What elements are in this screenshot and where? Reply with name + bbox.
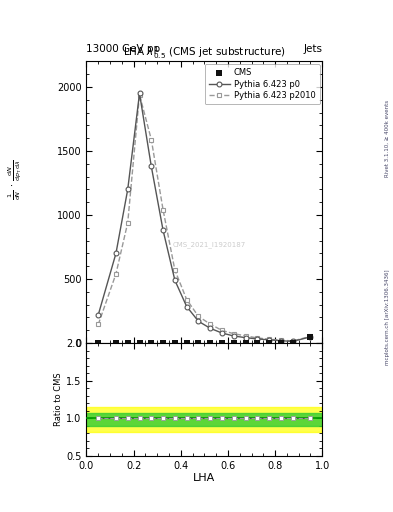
Line: Pythia 6.423 p0: Pythia 6.423 p0 (96, 91, 313, 344)
Pythia 6.423 p0 (149, 163, 154, 169)
Text: Rivet 3.1.10, ≥ 400k events: Rivet 3.1.10, ≥ 400k events (385, 100, 389, 177)
Pythia 6.423 p0 (267, 337, 272, 343)
CMS (242, 339, 249, 347)
CMS (172, 339, 178, 347)
Pythia 6.423 p0 (114, 250, 118, 257)
Pythia 6.423 p0 (173, 278, 177, 284)
Pythia 6.423 p2010 (290, 338, 295, 344)
Bar (86, 413, 322, 425)
Pythia 6.423 p0 (279, 338, 283, 344)
Pythia 6.423 p2010 (114, 271, 118, 277)
Pythia 6.423 p0 (196, 318, 201, 325)
CMS (266, 339, 272, 347)
CMS (307, 333, 314, 341)
CMS (278, 339, 284, 347)
Pythia 6.423 p0 (208, 325, 213, 331)
CMS (254, 339, 261, 347)
Pythia 6.423 p2010 (255, 335, 260, 341)
Pythia 6.423 p0 (184, 304, 189, 310)
Pythia 6.423 p0 (231, 333, 236, 339)
Pythia 6.423 p2010 (196, 313, 201, 319)
Line: Pythia 6.423 p2010: Pythia 6.423 p2010 (96, 92, 313, 344)
Pythia 6.423 p0 (290, 338, 295, 345)
Title: LHA $\lambda^{1}_{0.5}$ (CMS jet substructure): LHA $\lambda^{1}_{0.5}$ (CMS jet substru… (123, 45, 286, 61)
Pythia 6.423 p2010 (308, 333, 313, 339)
CMS (195, 339, 202, 347)
Pythia 6.423 p2010 (125, 220, 130, 226)
CMS (136, 339, 143, 347)
Pythia 6.423 p2010 (161, 207, 165, 213)
Bar (86, 407, 322, 432)
Text: Jets: Jets (303, 44, 322, 54)
Legend: CMS, Pythia 6.423 p0, Pythia 6.423 p2010: CMS, Pythia 6.423 p0, Pythia 6.423 p2010 (205, 64, 320, 104)
CMS (207, 339, 213, 347)
CMS (125, 339, 131, 347)
Pythia 6.423 p0 (161, 227, 165, 233)
CMS (231, 339, 237, 347)
CMS (95, 339, 101, 347)
X-axis label: LHA: LHA (193, 473, 215, 483)
CMS (219, 339, 225, 347)
Pythia 6.423 p2010 (184, 296, 189, 303)
Pythia 6.423 p2010 (220, 328, 224, 334)
Text: mcplots.cern.ch [arXiv:1306.3436]: mcplots.cern.ch [arXiv:1306.3436] (385, 270, 389, 365)
CMS (148, 339, 154, 347)
Pythia 6.423 p2010 (137, 92, 142, 98)
CMS (160, 339, 166, 347)
Pythia 6.423 p2010 (173, 267, 177, 273)
Text: $\frac{1}{\mathrm{d}N}\,\cdot\,\frac{\mathrm{d}N}{\mathrm{d}p_{\mathrm{T}}\,\mat: $\frac{1}{\mathrm{d}N}\,\cdot\,\frac{\ma… (7, 159, 24, 200)
Y-axis label: Ratio to CMS: Ratio to CMS (55, 373, 63, 426)
Pythia 6.423 p0 (137, 91, 142, 97)
Pythia 6.423 p0 (96, 312, 101, 318)
Pythia 6.423 p2010 (149, 136, 154, 142)
CMS (113, 339, 119, 347)
Pythia 6.423 p0 (243, 335, 248, 341)
Pythia 6.423 p0 (255, 336, 260, 342)
Pythia 6.423 p0 (220, 330, 224, 336)
Pythia 6.423 p2010 (231, 331, 236, 337)
Pythia 6.423 p2010 (243, 333, 248, 339)
Pythia 6.423 p0 (308, 334, 313, 340)
Text: 13000 GeV pp: 13000 GeV pp (86, 44, 161, 54)
CMS (184, 339, 190, 347)
Pythia 6.423 p2010 (208, 321, 213, 327)
Pythia 6.423 p2010 (267, 336, 272, 343)
Pythia 6.423 p2010 (279, 337, 283, 343)
Pythia 6.423 p2010 (96, 322, 101, 328)
Pythia 6.423 p0 (125, 186, 130, 193)
Text: CMS_2021_I1920187: CMS_2021_I1920187 (173, 241, 246, 248)
CMS (290, 339, 296, 347)
